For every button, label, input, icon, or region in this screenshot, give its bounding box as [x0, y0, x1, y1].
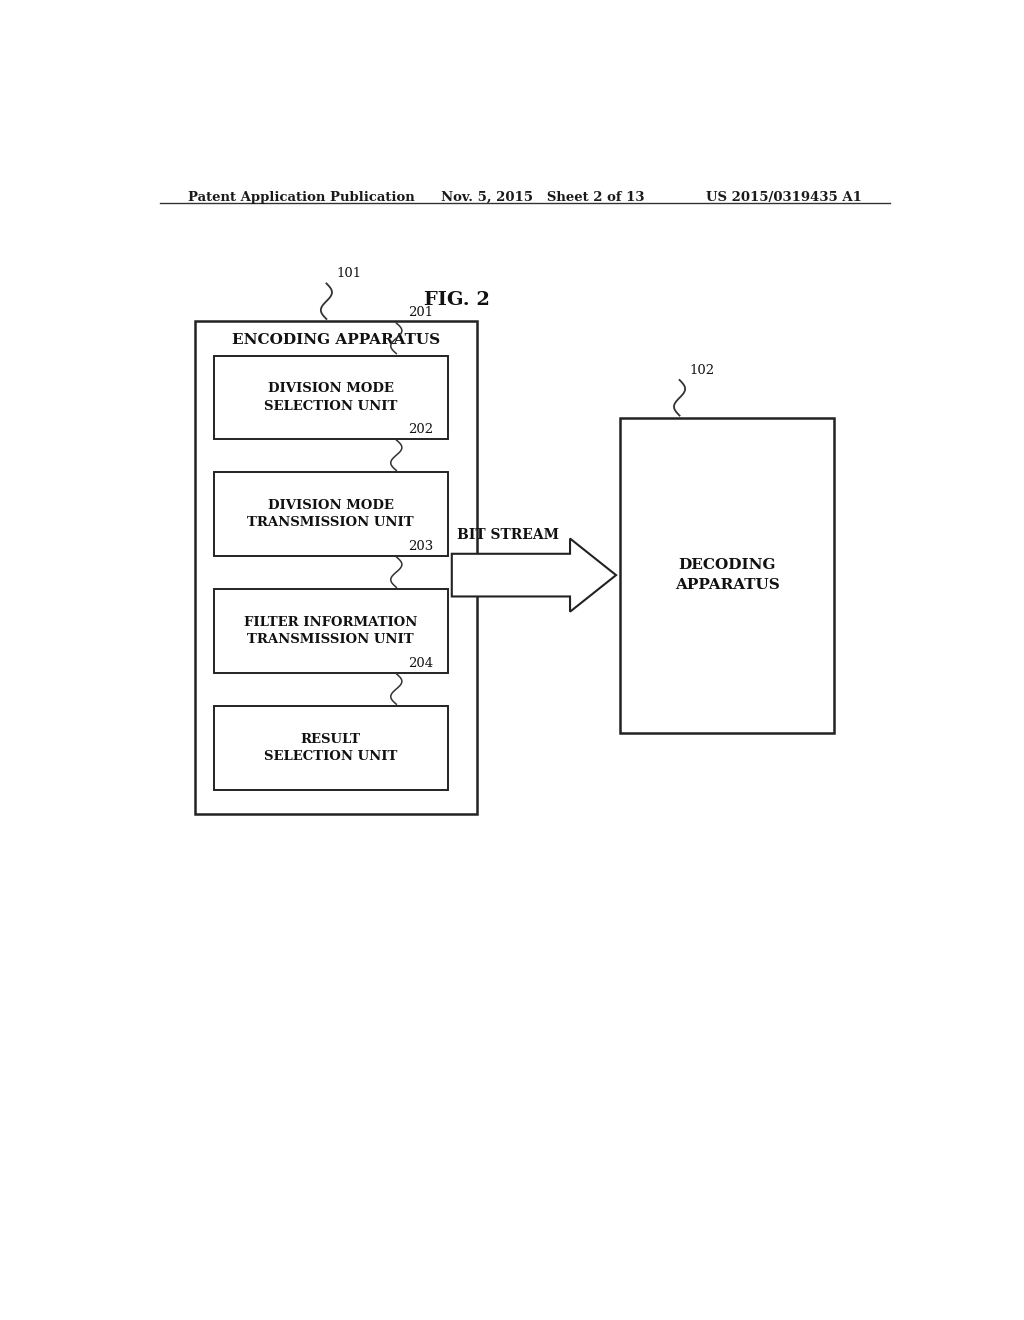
- Text: 203: 203: [409, 540, 433, 553]
- Bar: [214, 706, 447, 789]
- Bar: [214, 473, 447, 556]
- Text: DIVISION MODE
SELECTION UNIT: DIVISION MODE SELECTION UNIT: [264, 381, 397, 413]
- Text: FIG. 2: FIG. 2: [424, 290, 490, 309]
- Bar: [620, 417, 835, 733]
- Text: RESULT
SELECTION UNIT: RESULT SELECTION UNIT: [264, 733, 397, 763]
- Text: Patent Application Publication: Patent Application Publication: [187, 191, 415, 203]
- Text: FILTER INFORMATION
TRANSMISSION UNIT: FILTER INFORMATION TRANSMISSION UNIT: [244, 615, 418, 647]
- Text: DIVISION MODE
TRANSMISSION UNIT: DIVISION MODE TRANSMISSION UNIT: [248, 499, 414, 529]
- Text: DECODING
APPARATUS: DECODING APPARATUS: [675, 558, 779, 593]
- Text: 204: 204: [409, 656, 433, 669]
- Text: 102: 102: [690, 364, 715, 378]
- Text: BIT STREAM: BIT STREAM: [458, 528, 559, 541]
- Text: US 2015/0319435 A1: US 2015/0319435 A1: [707, 191, 862, 203]
- Text: ENCODING APPARATUS: ENCODING APPARATUS: [232, 333, 440, 347]
- Bar: [214, 589, 447, 673]
- Polygon shape: [452, 539, 616, 611]
- Text: Nov. 5, 2015   Sheet 2 of 13: Nov. 5, 2015 Sheet 2 of 13: [441, 191, 645, 203]
- Text: 101: 101: [337, 268, 361, 280]
- Text: 201: 201: [409, 306, 433, 319]
- Text: 202: 202: [409, 422, 433, 436]
- Bar: [196, 321, 477, 814]
- Bar: [214, 355, 447, 440]
